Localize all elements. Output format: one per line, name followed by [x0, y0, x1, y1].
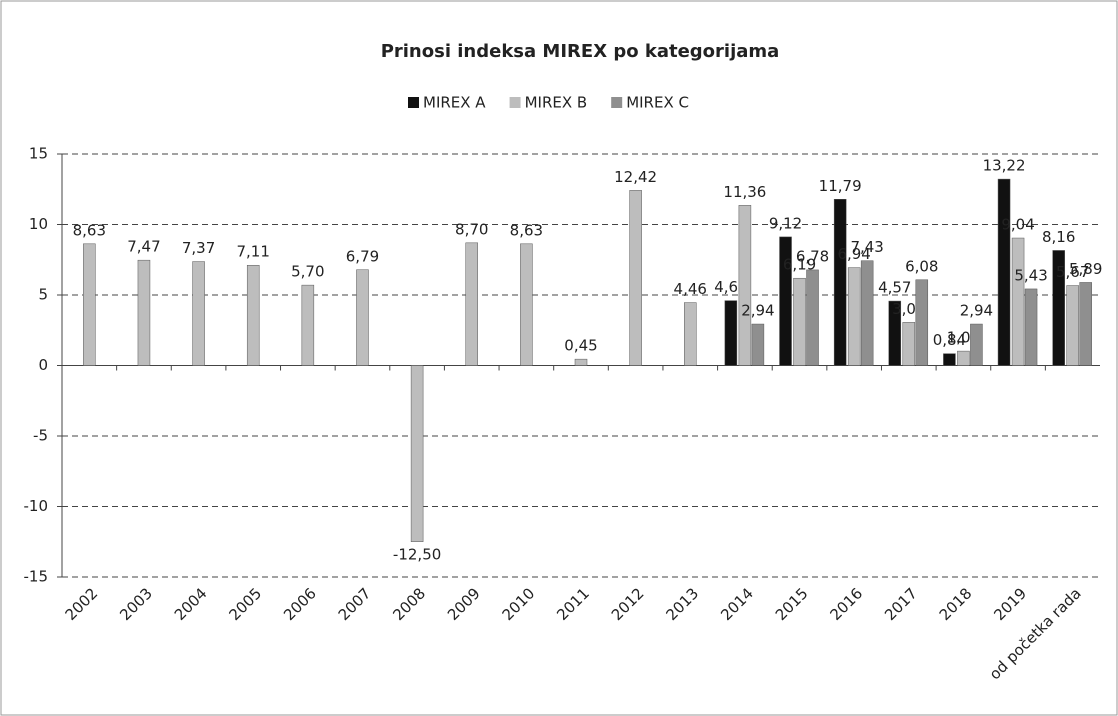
- data-label: 9,12: [769, 214, 802, 232]
- y-tick-label: 10: [29, 215, 48, 233]
- bar: [1052, 250, 1065, 366]
- bar: [779, 236, 792, 366]
- bar: [192, 261, 205, 366]
- data-label: 6,94: [837, 245, 870, 263]
- data-label: 8,16: [1042, 228, 1075, 246]
- bar: [738, 205, 752, 366]
- data-label: 7,43: [850, 238, 883, 256]
- data-label: 2,94: [741, 302, 774, 320]
- data-label: 11,36: [723, 183, 766, 201]
- bar: [356, 269, 369, 366]
- data-label: 0,45: [564, 337, 597, 355]
- data-label: 8,63: [510, 221, 543, 239]
- bar: [915, 279, 929, 366]
- legend-swatch: [611, 97, 623, 108]
- data-label: 0,84: [933, 331, 966, 349]
- chart-title: Prinosi indeksa MIREX po kategorijama: [381, 41, 780, 62]
- data-label: 8,70: [455, 220, 488, 238]
- bar: [1024, 288, 1038, 366]
- y-tick-label: -10: [24, 497, 49, 515]
- bar: [833, 199, 847, 366]
- y-tick-label: 5: [38, 286, 48, 304]
- bar: [1066, 285, 1079, 366]
- data-label: 6,79: [346, 247, 379, 265]
- bar: [943, 353, 956, 366]
- data-label: 7,47: [127, 238, 160, 256]
- bar: [246, 264, 260, 366]
- bar: [751, 323, 765, 366]
- data-label: 4,46: [674, 280, 707, 298]
- bar: [888, 300, 902, 366]
- bar: [957, 350, 970, 366]
- data-label: -12,50: [393, 545, 441, 563]
- y-tick-label: -5: [33, 427, 48, 445]
- data-label: 5,67: [1056, 263, 1089, 281]
- data-label: 7,37: [182, 239, 215, 257]
- legend-label: MIREX A: [423, 94, 486, 112]
- bar: [684, 302, 697, 366]
- bar: [1011, 237, 1025, 366]
- bar: [1079, 282, 1092, 366]
- data-label: 11,79: [819, 177, 862, 195]
- bar: [793, 277, 806, 366]
- bar: [410, 365, 424, 542]
- bar: [137, 259, 151, 366]
- data-label: 4,57: [878, 279, 911, 297]
- bar: [806, 269, 819, 366]
- data-label: 8,63: [73, 221, 106, 239]
- legend-swatch: [509, 97, 521, 108]
- bar: [520, 243, 533, 366]
- bar: [847, 267, 861, 366]
- data-label: 5,89: [1069, 260, 1102, 278]
- bar: [902, 322, 916, 366]
- bar: [301, 284, 315, 366]
- bar: [574, 358, 588, 366]
- data-label: 6,19: [783, 256, 816, 274]
- data-label: 2,94: [960, 302, 993, 320]
- bar: [970, 323, 983, 366]
- data-label: 6,78: [796, 247, 829, 265]
- data-label: 7,11: [237, 243, 270, 261]
- bar: [83, 243, 96, 366]
- data-label: 6,08: [905, 257, 938, 275]
- bar: [860, 260, 874, 366]
- bar: [465, 242, 478, 366]
- legend-label: MIREX B: [525, 94, 588, 112]
- data-label: 12,42: [614, 168, 657, 186]
- y-tick-label: 0: [38, 356, 48, 374]
- y-tick-label: 15: [29, 145, 48, 163]
- data-label: 5,43: [1014, 266, 1047, 284]
- bar: [724, 300, 738, 366]
- legend-label: MIREX C: [626, 94, 689, 112]
- bar: [629, 190, 642, 366]
- legend-swatch: [408, 97, 419, 108]
- bar: [997, 178, 1011, 366]
- data-label: 13,22: [983, 157, 1026, 175]
- data-label: 5,70: [291, 263, 324, 281]
- data-label: 9,04: [1001, 216, 1034, 234]
- y-tick-label: -15: [24, 568, 49, 586]
